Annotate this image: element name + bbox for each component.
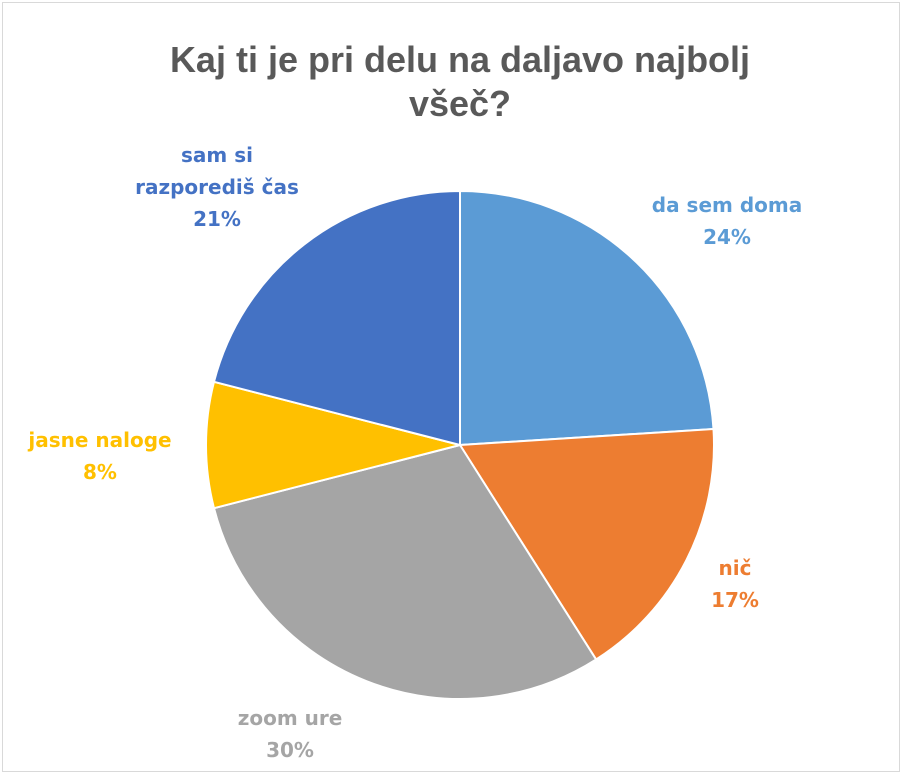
label-category: sam si razporediš čas [135,143,299,199]
label-category: zoom ure [237,706,343,730]
label-category: da sem doma [651,193,803,217]
pie-slice [205,380,461,510]
label-value: 17% [711,588,759,612]
label-category: jasne naloge [28,428,172,452]
data-label: zoom ure 30% [190,702,390,766]
label-value: 30% [266,738,314,762]
data-label: nič 17% [675,552,795,616]
data-label: jasne naloge 8% [0,424,200,488]
pie-slice [458,427,715,661]
pie-slice [212,443,598,700]
data-label: da sem doma 24% [627,189,827,253]
data-label: sam si razporediš čas 21% [132,139,302,235]
pie-slice [459,189,715,447]
label-value: 21% [193,207,241,231]
label-value: 24% [703,225,751,249]
pie-slice [212,189,461,447]
chart-title: Kaj ti je pri delu na daljavo najbolj vš… [169,39,751,124]
label-value: 8% [83,460,117,484]
label-category: nič [718,556,752,580]
